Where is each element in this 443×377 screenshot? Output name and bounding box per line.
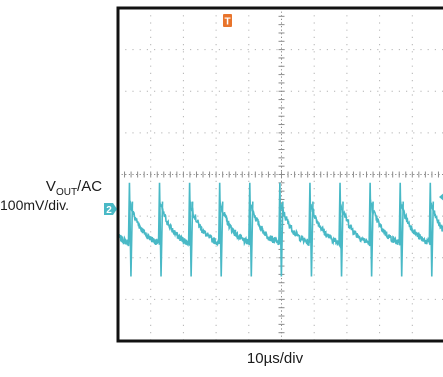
ripple-trace	[117, 199, 443, 250]
screen-frame	[116, 6, 443, 343]
trigger-marker-label: T	[224, 17, 230, 28]
ripple-spike	[278, 182, 284, 277]
ripple-spike	[127, 182, 134, 277]
channel-2-marker: 2	[104, 203, 117, 216]
ripple-spike	[157, 182, 164, 277]
offscreen-arrow-icon	[439, 193, 443, 201]
grid	[117, 7, 443, 342]
channel-marker-label: 2	[106, 205, 112, 216]
y-axis-label: VOUT/AC	[18, 178, 130, 201]
ripple-spike	[398, 182, 405, 277]
ripple-spike	[368, 182, 374, 277]
ripple-spike	[338, 182, 344, 277]
ripple-spike	[217, 182, 224, 277]
trace-group	[117, 182, 443, 277]
y-scale-label: 100mV/div.	[0, 197, 69, 213]
ripple-spike	[308, 182, 314, 277]
ylabel-main: V	[45, 178, 56, 195]
ylabel-suffix: /AC	[77, 178, 103, 195]
ripple-spike	[247, 182, 254, 277]
x-scale-label: 10µs/div	[246, 350, 304, 367]
ylabel-sub: OUT	[55, 187, 78, 198]
ripple-spike	[187, 182, 194, 277]
trigger-marker: T	[223, 14, 232, 28]
ripple-spike	[428, 182, 435, 277]
